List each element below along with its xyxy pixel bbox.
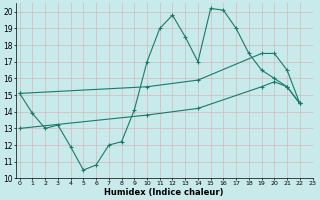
X-axis label: Humidex (Indice chaleur): Humidex (Indice chaleur): [104, 188, 224, 197]
